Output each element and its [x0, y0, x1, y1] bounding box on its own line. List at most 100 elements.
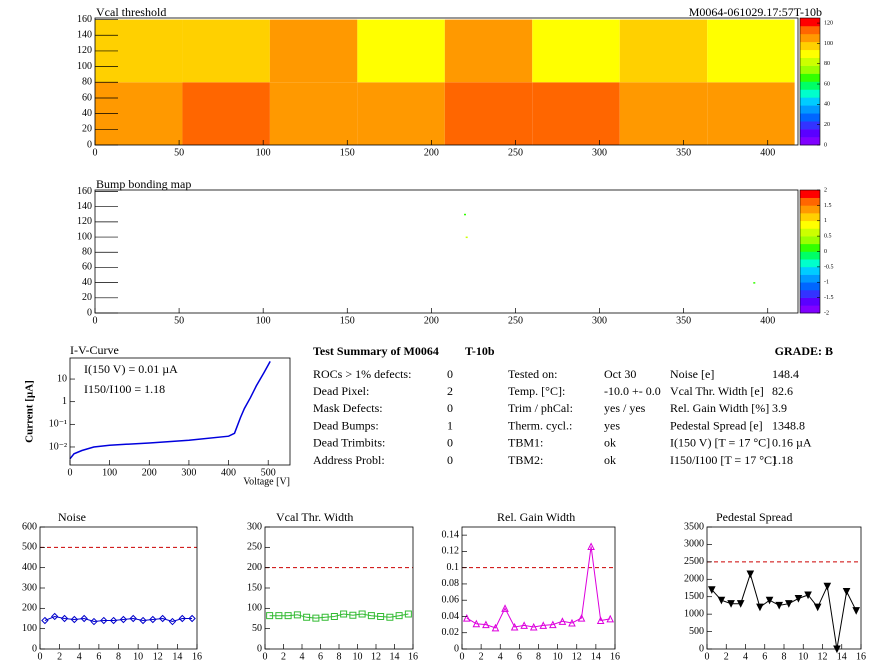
heatmap-cell: [182, 82, 270, 145]
summary-value: 0: [447, 367, 453, 381]
y-tick-label: 2500: [684, 556, 704, 567]
x-tick-label: 16: [408, 651, 418, 662]
map-point: [465, 236, 468, 239]
palette-step: [800, 236, 820, 245]
palette-step: [800, 41, 820, 51]
y-tick-label: 0.14: [442, 529, 460, 540]
y-tick-label: 0: [257, 643, 262, 654]
palette-step: [800, 228, 820, 237]
palette-step: [800, 65, 820, 74]
palette-label: 20: [824, 122, 830, 128]
y-tick-label: 3000: [684, 539, 704, 550]
x-tick-label: 150: [340, 147, 355, 158]
series-line: [466, 546, 611, 629]
marker: [100, 616, 108, 625]
y-tick-label: 0: [699, 643, 704, 654]
palette-step: [800, 25, 820, 35]
marker: [529, 622, 538, 631]
chart-title: Vcal Thr. Width: [276, 510, 353, 524]
module-id: M0064-061029.17:57T-10b: [689, 5, 822, 19]
x-tick-label: 12: [153, 651, 163, 662]
marker: [266, 612, 274, 620]
marker: [109, 616, 118, 625]
x-tick-label: 0: [93, 315, 98, 326]
summary-label: Rel. Gain Width [%]: [670, 401, 769, 415]
x-tick-label: 6: [318, 651, 323, 662]
iv-curve: [69, 361, 271, 460]
y-tick-label: 0.12: [442, 546, 460, 557]
palette-step: [800, 266, 820, 275]
summary-label: TBM2:: [508, 453, 543, 467]
series-line: [269, 613, 409, 619]
x-tick-label: 0: [263, 651, 268, 662]
marker: [746, 570, 755, 579]
palette-label: 0.5: [824, 234, 832, 240]
marker: [41, 616, 49, 625]
palette-label: 120: [824, 20, 833, 26]
x-tick-label: 300: [592, 147, 607, 158]
marker: [340, 610, 348, 618]
plot-frame: [94, 189, 799, 314]
y-tick-label: 160: [77, 186, 92, 197]
summary-label: Dead Bumps:: [313, 418, 379, 432]
heatmap-cell: [532, 82, 620, 145]
x-tick-label: 250: [508, 147, 523, 158]
palette-step: [800, 57, 820, 66]
x-axis-label: Voltage [V]: [243, 476, 290, 487]
marker: [377, 612, 385, 620]
y-tick-label: 250: [247, 542, 262, 553]
summary-value: Oct 30: [604, 367, 636, 381]
x-tick-label: 250: [508, 315, 523, 326]
annotation: I(150 V) = 0.01 µA: [84, 362, 178, 376]
y-tick-label: 0: [87, 307, 92, 318]
marker: [303, 613, 311, 621]
palette-label: -2: [824, 310, 829, 316]
marker: [395, 612, 403, 620]
summary-label: Temp. [°C]:: [508, 384, 565, 398]
y-tick-label: 1: [62, 396, 67, 407]
y-tick-label: 1000: [684, 608, 704, 619]
y-tick-label: 160: [77, 14, 92, 25]
marker: [568, 618, 576, 627]
chart-title: Pedestal Spread: [716, 510, 792, 524]
palette-step: [800, 190, 820, 198]
x-tick-label: 16: [610, 651, 620, 662]
heatmap-cell: [707, 19, 795, 83]
y-tick-label: 10⁻¹: [49, 419, 67, 430]
palette-step: [800, 305, 820, 314]
marker: [178, 614, 186, 623]
chart-title: Noise: [58, 510, 86, 524]
marker: [119, 615, 128, 624]
y-tick-label: 1500: [684, 591, 704, 602]
marker: [60, 614, 69, 623]
palette-step: [800, 205, 820, 214]
marker: [842, 587, 851, 596]
x-tick-label: 2: [57, 651, 62, 662]
heatmap-cell: [444, 19, 533, 83]
summary-value: 3.9: [772, 401, 787, 415]
heatmap-cell: [269, 19, 358, 83]
x-tick-label: 12: [371, 651, 381, 662]
palette-step: [800, 129, 820, 138]
marker: [80, 614, 88, 623]
marker: [708, 586, 716, 594]
summary-label: Noise [e]: [670, 367, 714, 381]
summary-value: 0: [447, 436, 453, 450]
summary-title: Test Summary of M0064: [313, 344, 439, 358]
x-tick-label: 10: [553, 651, 563, 662]
summary-value: -10.0 +- 0.0: [604, 384, 661, 398]
x-tick-label: 300: [181, 467, 196, 478]
x-tick-label: 4: [498, 651, 503, 662]
marker: [727, 600, 735, 608]
palette-label: 2: [824, 187, 827, 193]
summary-label: Tested on:: [508, 367, 557, 381]
summary-label: Trim / phCal:: [508, 401, 573, 415]
x-tick-label: 4: [743, 651, 748, 662]
summary-value: ok: [604, 436, 616, 450]
marker: [472, 619, 481, 628]
series-line: [44, 615, 193, 623]
palette-step: [800, 105, 820, 114]
plot-frame: [94, 17, 799, 146]
x-tick-label: 400: [760, 315, 775, 326]
y-tick-label: 300: [22, 582, 37, 593]
